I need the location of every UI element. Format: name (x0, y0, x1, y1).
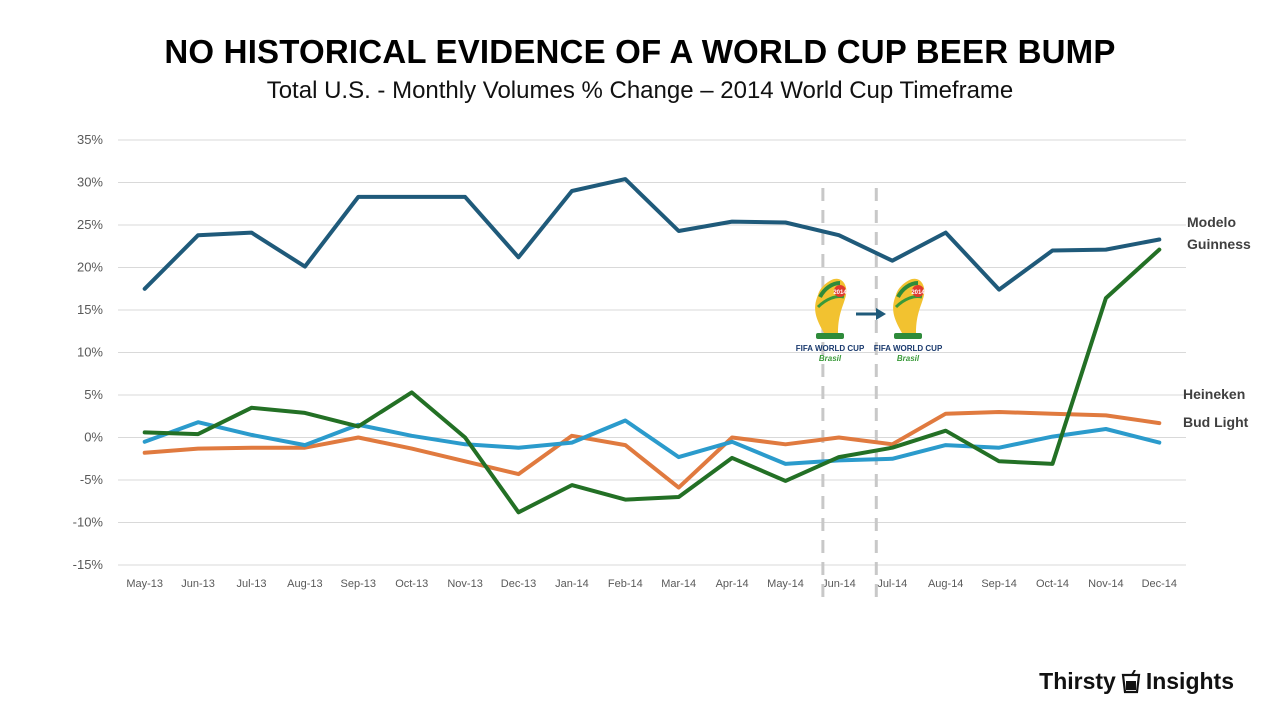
x-tick-label: Aug-13 (287, 578, 322, 590)
y-tick-label: 20% (77, 260, 103, 275)
y-tick-label: 5% (84, 387, 103, 402)
world-cup-trophy-icon: 2014 FIFA WORLD CUP Brasil (796, 278, 865, 363)
svg-text:2014: 2014 (911, 290, 925, 296)
y-axis-ticks: 35% 30% 25% 20% 15% 10% 5% 0% -5% -10% -15% (73, 132, 104, 572)
series-label-guinness: Guinness (1187, 236, 1251, 252)
series-line-guinness (142, 247, 1162, 515)
y-tick-label: 35% (77, 132, 103, 147)
logo-subcaption: Brasil (819, 354, 842, 363)
y-tick-label: 25% (77, 217, 103, 232)
x-tick-label: Sep-13 (341, 578, 376, 590)
x-tick-label: May-14 (767, 578, 804, 590)
series-label-bud-light: Bud Light (1183, 414, 1249, 430)
brand-word-insights: Insights (1145, 668, 1234, 694)
y-tick-label: 30% (77, 175, 103, 190)
series-line-bud-light (142, 418, 1162, 466)
world-cup-markers (821, 188, 878, 600)
x-tick-label: Apr-14 (716, 578, 749, 590)
x-tick-label: Nov-14 (1088, 578, 1123, 590)
x-tick-label: Sep-14 (981, 578, 1016, 590)
y-tick-label: -5% (80, 472, 104, 487)
world-cup-trophy-icon: 2014 FIFA WORLD CUP Brasil (874, 278, 943, 363)
series-label-heineken: Heineken (1183, 386, 1245, 402)
chart-subtitle: Total U.S. - Monthly Volumes % Change – … (266, 77, 1014, 104)
x-tick-label: Jun-14 (822, 578, 856, 590)
series-line-heineken (142, 410, 1162, 490)
x-tick-label: Feb-14 (608, 578, 643, 590)
x-tick-label: Dec-13 (501, 578, 536, 590)
series-line-modelo (142, 177, 1162, 292)
series-labels: Modelo Guinness Heineken Bud Light (1183, 214, 1251, 430)
y-tick-label: -10% (73, 515, 104, 530)
right-arrow-icon (856, 308, 886, 320)
x-tick-label: Aug-14 (928, 578, 963, 590)
y-tick-label: 0% (84, 430, 103, 445)
x-tick-label: Jun-13 (181, 578, 215, 590)
x-tick-label: Oct-13 (395, 578, 428, 590)
y-tick-label: 10% (77, 345, 103, 360)
logo-caption: FIFA WORLD CUP (796, 344, 865, 353)
x-tick-label: Mar-14 (661, 578, 696, 590)
y-tick-label: -15% (73, 557, 104, 572)
x-tick-label: Dec-14 (1142, 578, 1177, 590)
x-tick-label: Jul-14 (877, 578, 907, 590)
x-tick-label: Nov-13 (447, 578, 482, 590)
brand-word-thirsty: Thirsty (1039, 668, 1116, 694)
cup-icon (1121, 669, 1141, 693)
series-lines (142, 177, 1162, 515)
x-tick-label: Jan-14 (555, 578, 589, 590)
logo-subcaption: Brasil (897, 354, 920, 363)
x-tick-label: May-13 (126, 578, 163, 590)
chart-title: NO HISTORICAL EVIDENCE OF A WORLD CUP BE… (164, 33, 1116, 70)
y-tick-label: 15% (77, 302, 103, 317)
logo-caption: FIFA WORLD CUP (874, 344, 943, 353)
svg-text:2014: 2014 (833, 290, 847, 296)
series-label-modelo: Modelo (1187, 214, 1236, 230)
brand-logo: Thirsty Insights (1039, 668, 1234, 695)
x-tick-label: Jul-13 (237, 578, 267, 590)
x-axis-ticks: May-13 Jun-13 Jul-13 Aug-13 Sep-13 Oct-13 Nov-… (126, 578, 1177, 590)
x-tick-label: Oct-14 (1036, 578, 1069, 590)
